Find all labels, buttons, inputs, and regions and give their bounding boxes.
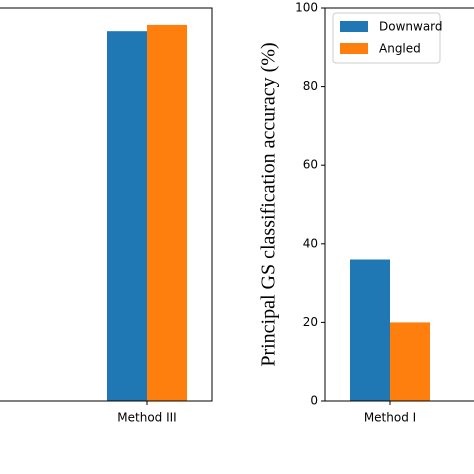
y-tick-label: 20 [303, 315, 318, 329]
legend-label: Downward [379, 20, 443, 34]
y-axis-label: Principal GS classification accuracy (%) [258, 42, 280, 366]
legend: Downward Angled [332, 12, 443, 64]
legend-label: Angled [379, 42, 421, 56]
legend-swatch [340, 43, 368, 54]
legend-swatch [340, 21, 368, 32]
bar [147, 24, 187, 402]
bar [107, 31, 147, 401]
chart: Method III [0, 7, 213, 425]
y-tick-label: 80 [303, 79, 318, 93]
x-tick-label: Method III [117, 411, 176, 425]
plot-frame [0, 7, 213, 402]
bar [390, 322, 430, 401]
bar [350, 259, 390, 401]
x-tick-label: Method I [364, 411, 416, 425]
y-tick-label: 60 [303, 158, 318, 172]
y-tick-label: 100 [295, 1, 318, 15]
plot-frame [324, 7, 474, 402]
chart: 0 20 40 60 80 100 Method I Principal GS classif… [258, 1, 474, 425]
y-tick-label: 40 [303, 236, 318, 250]
y-tick-label: 0 [310, 394, 318, 408]
